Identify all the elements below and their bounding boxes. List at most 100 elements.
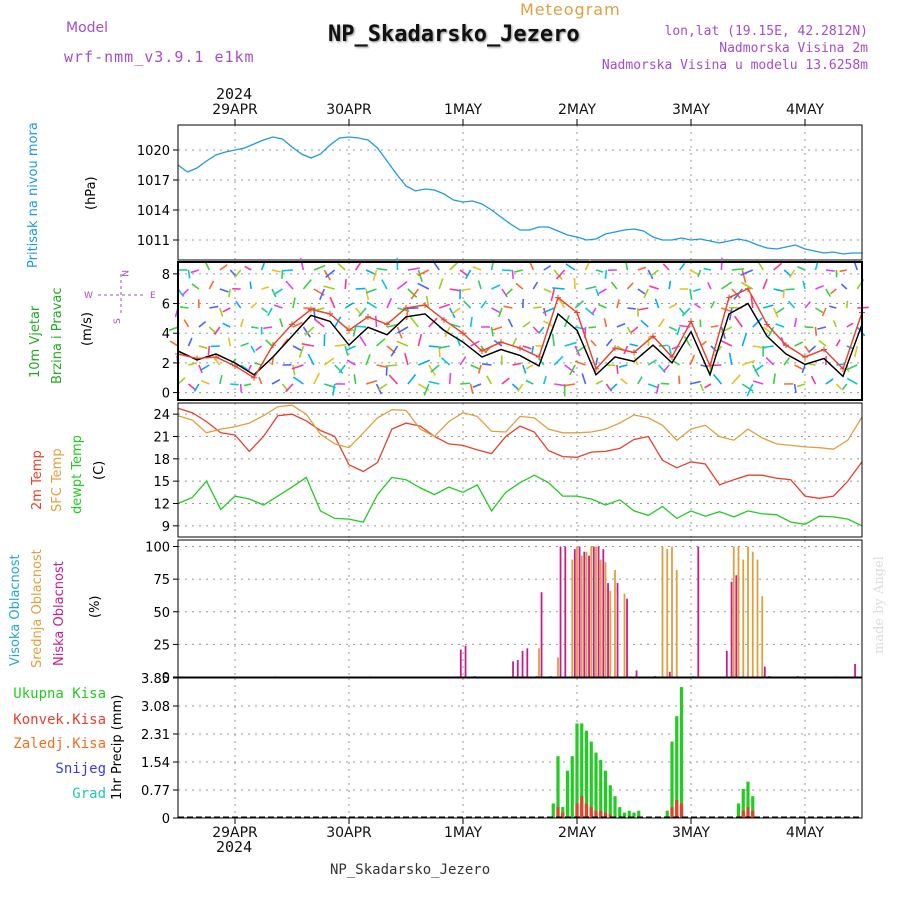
wind-arrow: [564, 383, 576, 387]
wind-arrow: [388, 374, 399, 385]
wind-arrow: [658, 344, 669, 347]
bar-cloud_high: [692, 675, 695, 677]
wind-arrow: [365, 379, 378, 385]
wind-arrow: [346, 359, 357, 366]
model-name: wrf-nmm_v3.9.1 e1km: [64, 48, 255, 66]
bar-precip_total: [589, 741, 593, 818]
x-tick-label-bottom: 4MAY: [786, 825, 824, 841]
legend-freezing-rain: Zaledj.Kisa: [13, 736, 106, 752]
y-tick-label: 2: [162, 357, 170, 372]
wind-arrow: [810, 375, 817, 385]
wind-arrow: [660, 382, 670, 385]
wind-arrow: [334, 364, 344, 375]
wind-arrow: [678, 262, 686, 271]
wind-arrow: [678, 375, 681, 385]
wind-arrow: [477, 364, 482, 374]
wind-arrow: [279, 318, 284, 328]
x-tick-label-top: 29APR: [212, 102, 258, 118]
wind-arrow: [553, 355, 564, 366]
x-tick-label-top: 30APR: [326, 102, 372, 118]
wind-arrow: [640, 319, 649, 328]
wind-arrow: [344, 302, 355, 309]
wind-arrow: [754, 364, 764, 372]
series-line-wind_gust-top: [177, 287, 863, 379]
wind-arrow: [240, 364, 249, 371]
bar-cloud_mid: [732, 546, 735, 677]
bar-cloud_high: [516, 675, 519, 677]
bar-cloud_mid: [666, 549, 669, 677]
y-tick-label: 15: [153, 475, 170, 490]
wind-arrow: [470, 364, 481, 370]
wind-arrow: [332, 383, 336, 396]
wind-arrow: [801, 364, 806, 374]
wind-arrow: [240, 342, 249, 347]
wind-arrow: [498, 307, 503, 318]
wind-arrow: [856, 326, 866, 337]
bar-precip_total: [746, 781, 750, 818]
wind-arrow: [543, 288, 552, 293]
wind-arrow: [381, 279, 388, 290]
wind-arrow: [733, 288, 743, 300]
bar-cloud_mid: [571, 559, 574, 677]
wind-arrow: [511, 269, 515, 280]
bar-precip_total: [751, 796, 755, 818]
wind-arrow: [668, 326, 678, 332]
y-tick-label: 3.08: [141, 700, 170, 715]
bar-precip_total: [608, 785, 612, 818]
wind-arrow: [503, 305, 513, 309]
wind-arrow: [254, 362, 262, 366]
wind-arrow: [668, 280, 672, 290]
wind-arrow: [569, 364, 576, 376]
wind-arrow: [302, 326, 311, 338]
wind-arrow: [490, 326, 494, 337]
bar-precip_total: [565, 770, 570, 818]
page-title: NP_Skadarsko_Jezero: [328, 22, 580, 47]
wind-arrow: [604, 269, 608, 279]
wind-arrow: [783, 357, 791, 366]
wind-arrow: [693, 288, 701, 292]
y-tick-label: 24: [153, 408, 170, 423]
wind-arrow: [565, 263, 576, 271]
y-tick-label: 25: [153, 638, 170, 653]
wind-arrow: [319, 288, 326, 301]
wind-arrow: [396, 280, 408, 290]
bar-cloud_low: [607, 583, 609, 677]
wind-arrow: [267, 307, 273, 317]
wind-arrow: [633, 356, 639, 366]
wind-arrow: [553, 269, 563, 281]
wind-arrow: [618, 364, 628, 368]
y-tick-label: 100: [145, 541, 170, 556]
wind-arrow: [581, 373, 587, 385]
bar-precip_total: [613, 796, 617, 818]
wind-arrow: [699, 383, 705, 392]
wind-arrow: [213, 357, 221, 366]
bar-cloud_mid: [761, 596, 764, 677]
wind-arrow: [261, 286, 269, 290]
bar-cloud_low: [597, 546, 600, 677]
year-bottom-label: 2024: [216, 838, 253, 856]
wind-arrow: [222, 322, 231, 328]
bar-precip_conv: [741, 810, 745, 818]
wind-arrow: [772, 373, 776, 385]
wind-arrow: [462, 300, 472, 309]
y-tick-label: 0.77: [141, 784, 170, 799]
wind-arrow: [785, 288, 795, 291]
wind-arrow: [359, 336, 367, 347]
wind-arrow: [397, 326, 409, 334]
wind-arrow: [846, 364, 858, 371]
bar-cloud_low: [526, 648, 529, 677]
wind-arrow: [783, 269, 792, 277]
bar-cloud_mid: [590, 546, 593, 677]
wind-arrow: [298, 345, 305, 358]
bar-precip_total: [736, 803, 741, 818]
bar-cloud_low: [578, 546, 581, 677]
wind-arrow: [187, 383, 196, 391]
wind-arrow: [188, 362, 198, 366]
bar-cloud_low: [512, 661, 514, 677]
legend-hail: Grad: [72, 786, 106, 802]
wind-arrow: [793, 383, 797, 394]
wind-arrow: [647, 269, 654, 280]
bar-precip_conv: [670, 807, 674, 818]
wind-arrow: [407, 267, 420, 271]
bar-precip_conv: [594, 810, 598, 818]
